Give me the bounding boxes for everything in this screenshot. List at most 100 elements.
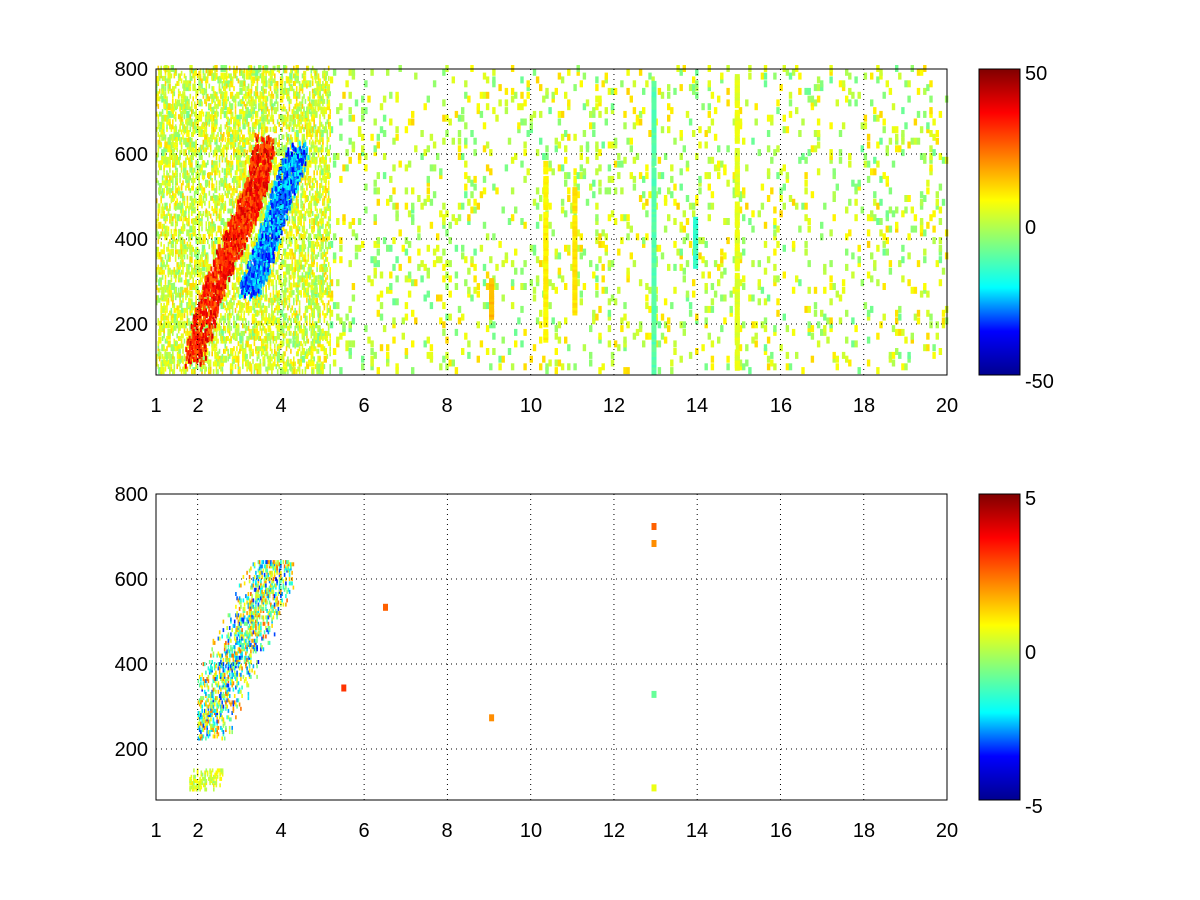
heatmap-cell: [904, 206, 908, 214]
heatmap-cell: [224, 313, 227, 319]
heatmap-cell: [244, 251, 247, 257]
heatmap-cell: [589, 351, 593, 359]
heatmap-cell: [185, 185, 187, 191]
heatmap-cell: [221, 155, 224, 160]
heatmap-cell: [613, 340, 618, 348]
heatmap-cell: [695, 80, 699, 88]
heatmap-cell: [226, 183, 231, 191]
heatmap-cell: [651, 76, 655, 84]
heatmap-cell: [642, 240, 646, 248]
heatmap-cell: [166, 185, 168, 191]
heatmap-cell: [164, 141, 168, 149]
heatmap-cell: [240, 256, 243, 262]
heatmap-cell: [188, 236, 190, 242]
heatmap-cell: [220, 107, 224, 115]
heatmap-cell: [729, 309, 733, 317]
heatmap-cell: [760, 72, 765, 80]
heatmap-cell: [244, 256, 247, 262]
heatmap-cell: [595, 313, 599, 321]
heatmap-cell: [164, 114, 168, 122]
heatmap-cell: [348, 340, 352, 348]
heatmap-cell: [604, 107, 608, 115]
heatmap-cell: [179, 216, 181, 222]
heatmap-cell: [255, 302, 257, 308]
heatmap-cell: [326, 172, 331, 180]
heatmap-cell: [191, 132, 193, 137]
heatmap-cell: [199, 200, 202, 206]
heatmap-cell: [182, 109, 184, 115]
heatmap-cell: [237, 330, 240, 336]
heatmap-cell: [191, 302, 193, 308]
heatmap-cell: [907, 351, 911, 359]
heatmap-cell: [679, 168, 683, 176]
heatmap-cell: [220, 226, 222, 232]
heatmap-cell: [211, 170, 213, 176]
heatmap-cell: [205, 295, 208, 301]
heatmap-cell: [223, 320, 225, 326]
heatmap-cell: [174, 124, 177, 130]
heatmap-cell: [208, 119, 211, 125]
heatmap-cell: [923, 283, 927, 290]
heatmap-cell: [576, 191, 580, 199]
heatmap-cell: [629, 252, 633, 260]
heatmap-cell: [851, 179, 855, 187]
heatmap-cell: [255, 336, 257, 341]
heatmap-cell: [807, 149, 811, 157]
heatmap-cell: [186, 183, 189, 188]
heatmap-cell: [259, 297, 262, 303]
heatmap-cell: [598, 164, 602, 172]
heatmap-cell: [742, 137, 746, 145]
heatmap-cell: [193, 101, 196, 107]
heatmap-cell: [592, 271, 596, 279]
heatmap-cell: [233, 134, 235, 140]
heatmap-cell: [220, 313, 222, 319]
heatmap-cell: [202, 175, 205, 181]
heatmap-cell: [189, 81, 192, 86]
heatmap-cell: [938, 256, 943, 264]
heatmap-cell: [548, 221, 552, 229]
heatmap-cell: [163, 244, 165, 250]
heatmap-cell: [308, 359, 312, 367]
heatmap-cell: [723, 294, 727, 302]
heatmap-cell: [236, 68, 238, 74]
heatmap-cell: [485, 348, 490, 355]
heatmap-cell: [202, 132, 205, 137]
heatmap-cell: [177, 129, 180, 135]
heatmap-cell: [220, 218, 224, 225]
heatmap-cell: [251, 332, 256, 340]
heatmap-cell: [386, 68, 390, 76]
heatmap-cell: [160, 315, 162, 321]
heatmap-cell: [695, 317, 699, 325]
heatmap-cell: [679, 68, 683, 76]
heatmap-cell: [176, 323, 178, 329]
heatmap-cell: [660, 91, 665, 99]
heatmap-cell: [230, 338, 232, 344]
heatmap-cell: [218, 208, 221, 214]
heatmap-cell: [161, 336, 164, 341]
heatmap-cell: [442, 355, 446, 363]
heatmap-cell: [198, 81, 200, 86]
heatmap-cell: [854, 187, 858, 195]
heatmap-cell: [308, 233, 312, 241]
heatmap-cell: [264, 95, 268, 103]
heatmap-cell: [230, 185, 232, 191]
heatmap-cell: [804, 87, 808, 95]
heatmap-cell: [157, 231, 160, 237]
heatmap-cell: [179, 353, 181, 359]
heatmap-cell: [205, 83, 208, 89]
heatmap-cell: [221, 193, 224, 199]
heatmap-cell: [207, 73, 209, 79]
heatmap-cell: [898, 72, 902, 80]
heatmap-cell: [832, 168, 836, 176]
heatmap-cell: [253, 65, 256, 71]
heatmap-cell: [501, 355, 505, 363]
heatmap-cell: [610, 175, 615, 183]
heatmap-cell: [201, 256, 203, 262]
heatmap-cell: [504, 107, 509, 115]
heatmap-cell: [158, 126, 161, 132]
heatmap-cell: [205, 193, 208, 199]
heatmap-cell: [560, 110, 565, 118]
heatmap-cell: [660, 332, 665, 340]
heatmap-cell: [215, 124, 218, 130]
heatmap-cell: [442, 114, 446, 122]
